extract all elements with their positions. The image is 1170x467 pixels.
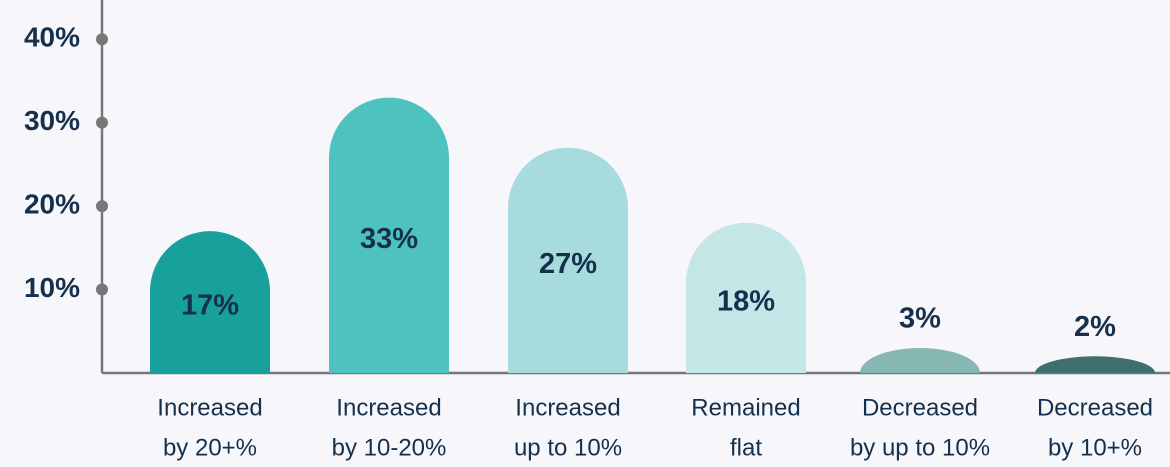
value-label: 33%	[360, 223, 418, 255]
x-tick-label: by 20+%	[163, 434, 257, 461]
x-tick-label: flat	[730, 434, 762, 461]
x-tick-label: up to 10%	[514, 434, 622, 461]
bar	[329, 97, 449, 374]
y-tick-label: 20%	[24, 189, 80, 220]
value-label: 2%	[1074, 311, 1116, 343]
value-label: 17%	[181, 290, 239, 322]
bar	[150, 231, 270, 373]
tick-dot	[96, 283, 108, 296]
x-tick-label: by up to 10%	[850, 434, 990, 461]
tick-dot	[96, 116, 108, 129]
y-tick-label: 30%	[24, 105, 80, 136]
value-label: 27%	[539, 248, 597, 280]
x-tick-label: by 10+%	[1048, 434, 1142, 461]
x-tick-label: Decreased	[1037, 394, 1153, 421]
x-tick-label: Decreased	[862, 394, 978, 421]
value-label: 18%	[717, 286, 775, 318]
bar	[860, 347, 980, 373]
y-tick-label: 10%	[24, 272, 80, 303]
tick-dot	[96, 200, 108, 213]
x-tick-label: Remained	[691, 394, 800, 421]
y-tick-label: 40%	[24, 22, 80, 53]
x-tick-label: Increased	[515, 394, 620, 421]
value-label: 3%	[899, 303, 941, 335]
x-tick-label: Increased	[336, 394, 441, 421]
bar	[508, 147, 628, 373]
x-tick-label: by 10-20%	[332, 434, 447, 461]
bar	[1035, 356, 1155, 373]
bar	[686, 222, 806, 373]
tick-dot	[96, 33, 108, 46]
x-tick-label: Increased	[157, 394, 262, 421]
